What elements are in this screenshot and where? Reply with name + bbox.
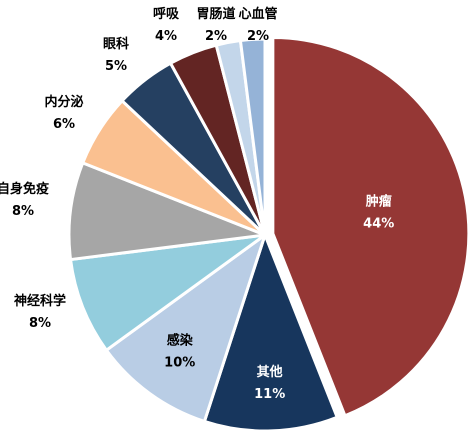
slice-name-label: 心血管 [238,6,277,22]
slice-value-label: 2% [205,29,227,44]
slice-name-label: 感染 [167,332,194,348]
slice-name-label: 神经科学 [14,293,66,309]
slice-name-label: 眼科 [103,36,129,52]
pie-slice [69,233,267,352]
slice-name-label: 呼吸 [153,6,180,22]
slice-value-label: 4% [155,29,177,44]
pie-slice [202,233,339,433]
slice-name-label: 肿瘤 [366,193,392,209]
slice-value-label: 6% [53,117,75,132]
pie-slice [271,36,471,418]
slice-value-label: 8% [29,316,51,331]
slice-value-label: 8% [12,204,34,219]
slice-value-label: 2% [247,29,269,44]
pie-slice [104,233,267,423]
pie-slice [238,37,267,237]
slice-value-label: 5% [105,59,127,74]
pie-labels: 肿瘤 44% 其他 11% 感染 10% 神经科学 8% 自身免疫 8% 内分泌 6% 眼科 5% 呼吸 4%… [0,6,394,402]
pie-slice [67,161,267,262]
slice-value-label: 10% [164,355,195,370]
pie-slices [67,36,471,433]
slice-value-label: 44% [363,216,394,231]
slice-value-label: 11% [254,387,285,402]
slice-name-label: 自身免疫 [0,181,49,197]
slice-name-label: 其他 [257,364,283,380]
slice-name-label: 胃肠道 [196,6,235,22]
slice-name-label: 内分泌 [44,94,83,110]
